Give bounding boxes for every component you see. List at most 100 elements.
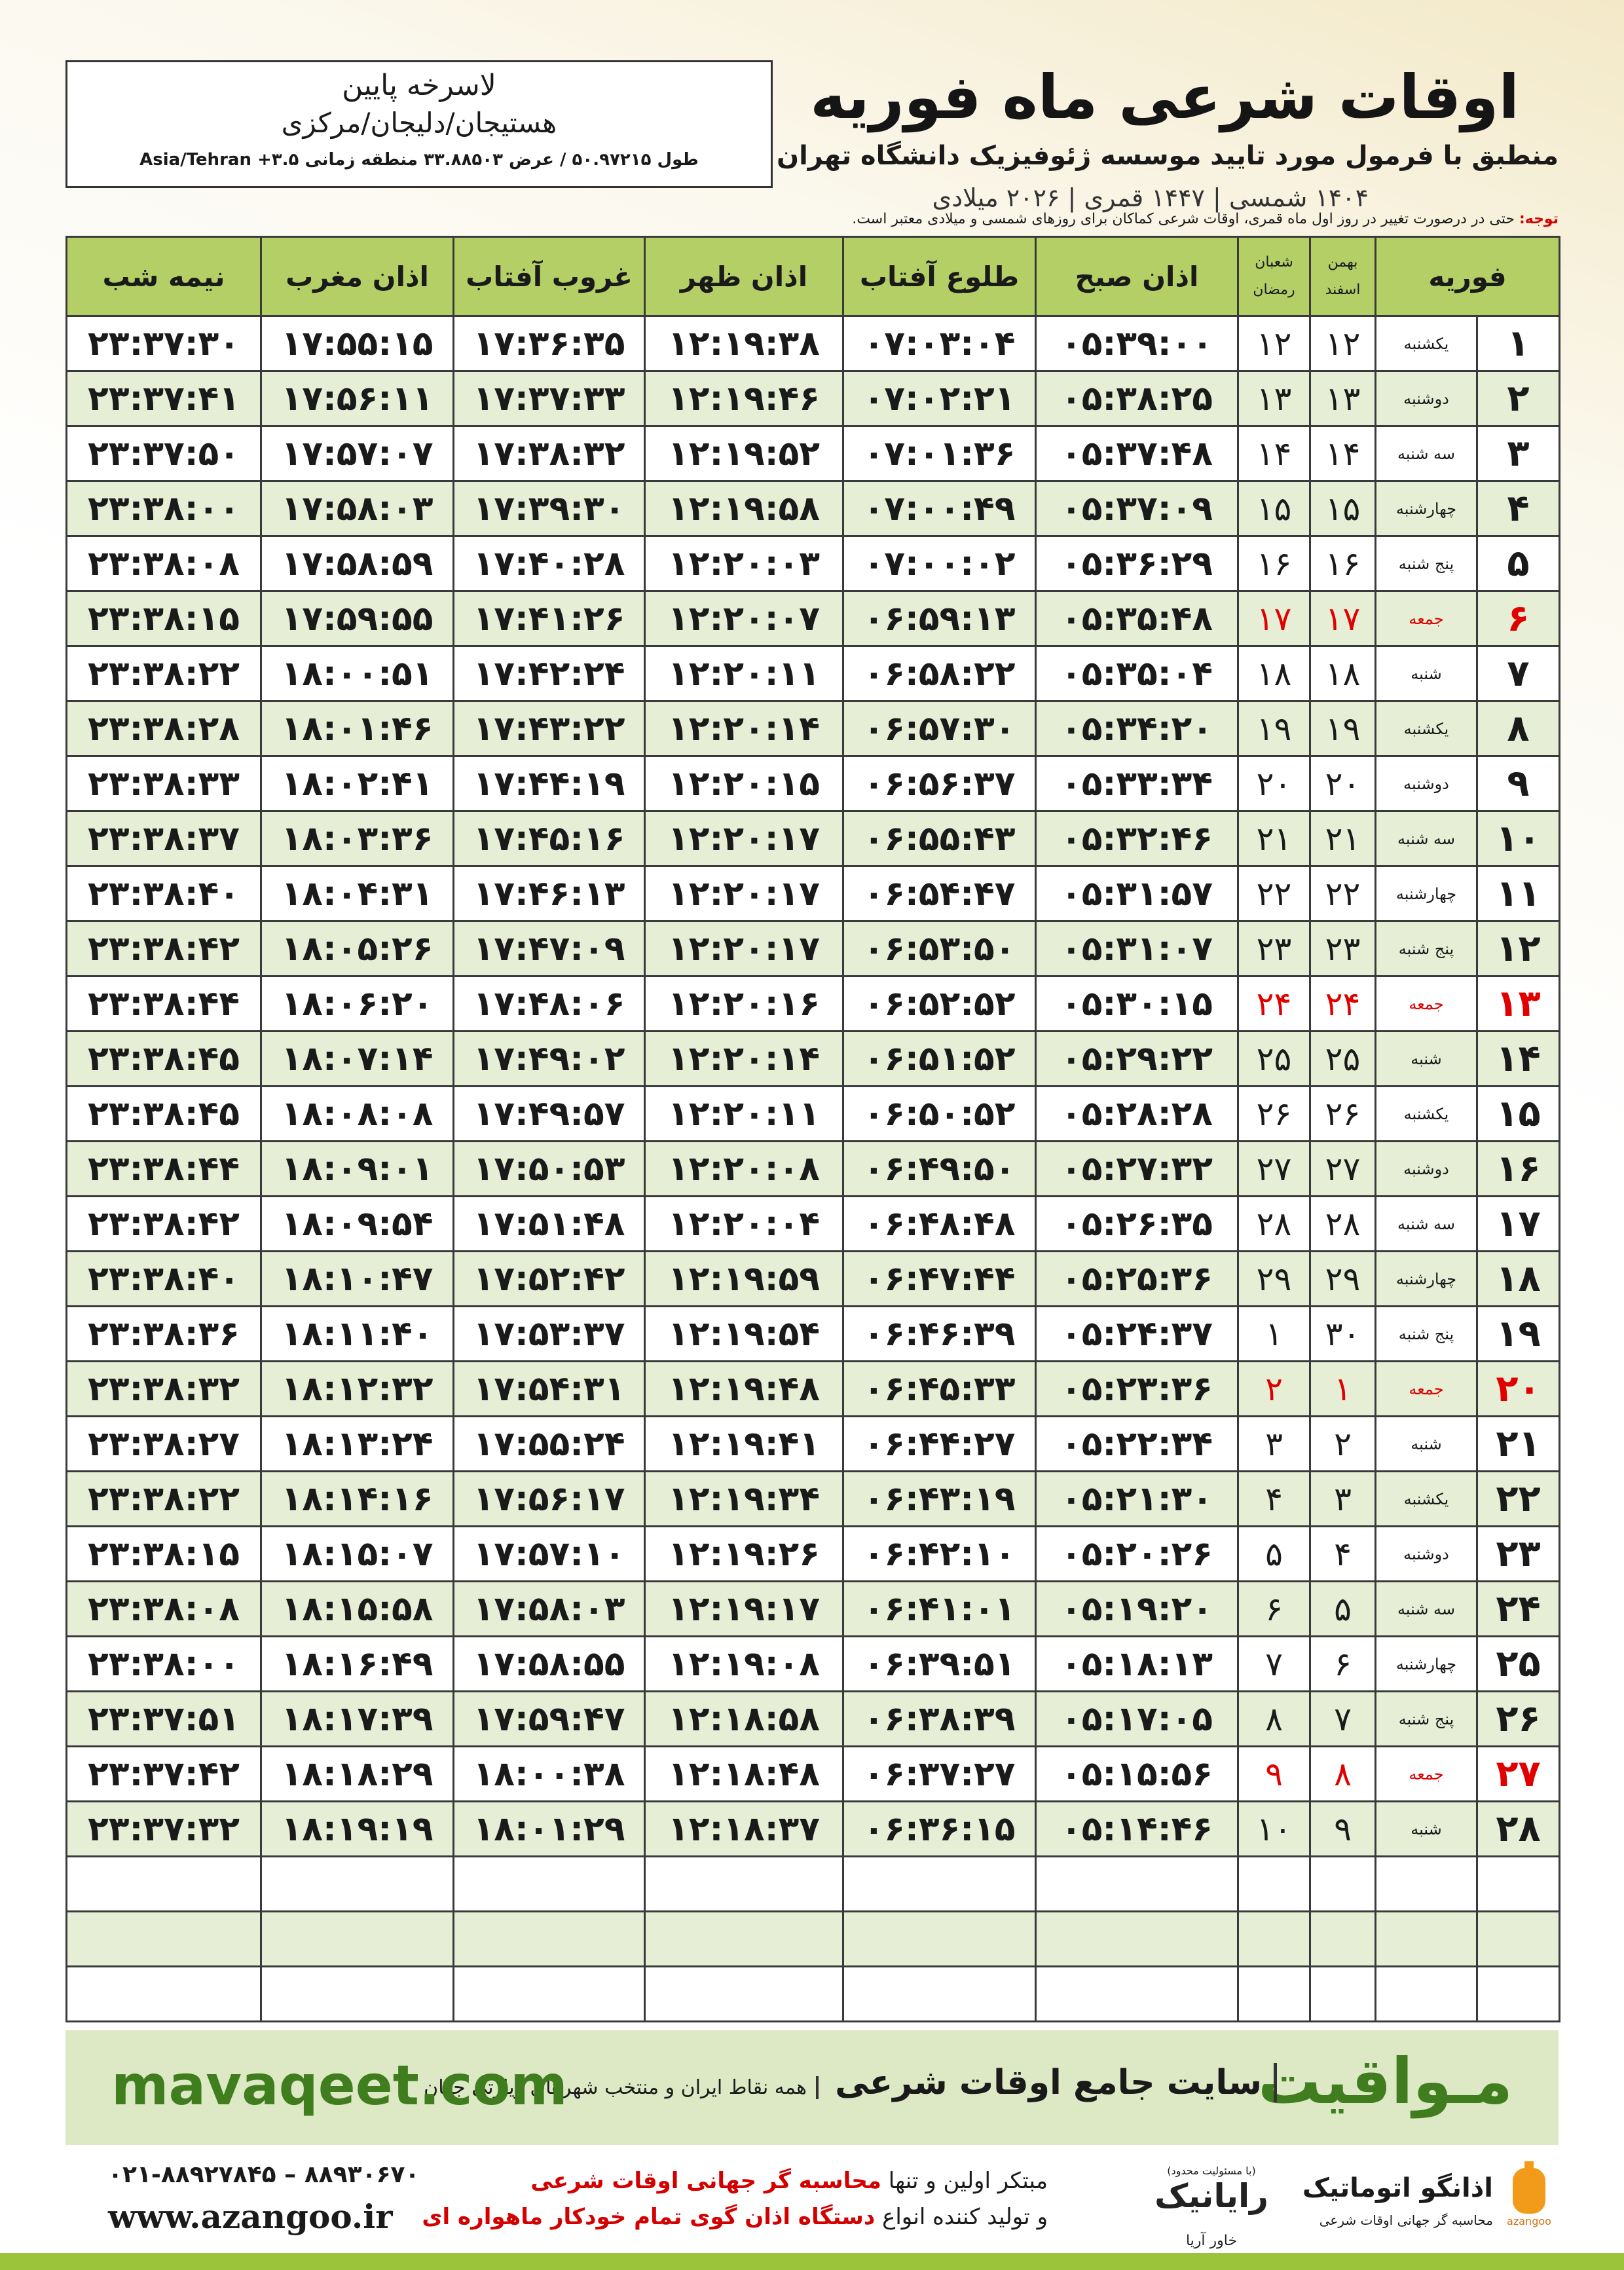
time-cell: ۰۷:۰۰:۴۹ <box>842 480 1037 537</box>
shamsi-day: ۱۳ <box>1309 370 1376 427</box>
shamsi-day: ۲۳ <box>1309 920 1376 977</box>
time-cell: ۱۲:۱۹:۲۶ <box>644 1525 844 1582</box>
time-cell: ۱۷:۵۷:۰۷ <box>260 425 454 482</box>
time-cell: ۰۵:۳۸:۲۵ <box>1035 370 1239 427</box>
time-cell: ۱۷:۳۷:۳۳ <box>452 370 646 427</box>
empty-cell <box>1237 1965 1311 2022</box>
qamari-day: ۱۵ <box>1237 480 1311 537</box>
time-cell: ۲۳:۳۷:۵۰ <box>65 425 262 482</box>
shamsi-day: ۲۱ <box>1309 810 1376 867</box>
time-cell: ۲۳:۳۸:۰۸ <box>65 1580 262 1637</box>
time-cell: ۰۷:۰۱:۳۶ <box>842 425 1037 482</box>
time-cell: ۱۸:۱۹:۱۹ <box>260 1800 454 1857</box>
time-cell: ۰۵:۲۶:۳۵ <box>1035 1195 1239 1252</box>
weekday: پنج شنبه <box>1374 920 1479 977</box>
shamsi-day: ۱۸ <box>1309 645 1376 702</box>
website[interactable]: www.azangoo.ir <box>108 2197 393 2236</box>
weekday: جمعه <box>1374 1360 1479 1417</box>
table-row: ۲۷ جمعه ۸ ۹ ۰۵:۱۵:۵۶ ۰۶:۳۷:۲۷ ۱۲:۱۸:۴۸ ۱۸:۰۰:۳۸… <box>65 1745 1561 1802</box>
table-row: ۱۲ پنج شنبه ۲۳ ۲۳ ۰۵:۳۱:۰۷ ۰۶:۵۳:۵۰ ۱۲:۲۰:۱۷ ۱۷… <box>65 920 1561 977</box>
day-number: ۲۲ <box>1476 1470 1561 1527</box>
empty-cell <box>1374 1910 1479 1967</box>
logo-sub: محاسبه گر جهانی اوقات شرعی <box>1319 2212 1493 2228</box>
time-cell: ۱۸:۱۵:۵۸ <box>260 1580 454 1637</box>
phone: ۰۲۱-۸۸۹۲۷۸۴۵ – ۸۸۹۳۰۶۷۰ <box>108 2161 420 2188</box>
shamsi-day: ۱ <box>1309 1360 1376 1417</box>
time-cell: ۲۳:۳۸:۰۰ <box>65 1635 262 1692</box>
time-cell: ۱۲:۲۰:۱۴ <box>644 700 844 757</box>
shamsi-day: ۲۴ <box>1309 975 1376 1032</box>
weekday: دوشنبه <box>1374 1525 1479 1582</box>
time-cell: ۰۶:۴۶:۳۹ <box>842 1305 1037 1362</box>
time-cell: ۰۶:۳۸:۳۹ <box>842 1690 1037 1747</box>
table-body: ۱ یکشنبه ۱۲ ۱۲ ۰۵:۳۹:۰۰ ۰۷:۰۳:۰۴ ۱۲:۱۹:۳۸ ۱۷:۳۶… <box>65 315 1561 2022</box>
shamsi-day: ۳۰ <box>1309 1305 1376 1362</box>
month-name: بهمن <box>1327 254 1358 271</box>
day-number: ۹ <box>1476 755 1561 812</box>
empty-cell <box>842 1855 1037 1912</box>
logo-name: رایانیک <box>1154 2177 1268 2215</box>
brand: مـواقیت <box>1257 2045 1513 2118</box>
time-cell: ۲۳:۳۸:۰۸ <box>65 535 262 592</box>
shamsi-day: ۹ <box>1309 1800 1376 1857</box>
table-row: ۱۵ یکشنبه ۲۶ ۲۶ ۰۵:۲۸:۲۸ ۰۶:۵۰:۵۲ ۱۲:۲۰:۱۱ ۱۷:۴… <box>65 1085 1561 1142</box>
time-cell: ۱۷:۴۱:۲۶ <box>452 590 646 647</box>
time-cell: ۰۷:۰۰:۰۲ <box>842 535 1037 592</box>
time-cell: ۱۲:۲۰:۰۳ <box>644 535 844 592</box>
empty-cell <box>842 1910 1037 1967</box>
time-cell: ۲۳:۳۸:۴۰ <box>65 865 262 922</box>
time-cell: ۱۲:۱۹:۴۸ <box>644 1360 844 1417</box>
day-number: ۲ <box>1476 370 1561 427</box>
table-row: ۵ پنج شنبه ۱۶ ۱۶ ۰۵:۳۶:۲۹ ۰۷:۰۰:۰۲ ۱۲:۲۰:۰۳ ۱۷:… <box>65 535 1561 592</box>
table-row: ۲۱ شنبه ۲ ۳ ۰۵:۲۲:۳۴ ۰۶:۴۴:۲۷ ۱۲:۱۹:۴۱ ۱۷:۵۵:۲۴… <box>65 1415 1561 1472</box>
time-cell: ۰۶:۵۳:۵۰ <box>842 920 1037 977</box>
logo-latin: azangoo <box>1507 2215 1551 2227</box>
time-cell: ۱۸:۱۶:۴۹ <box>260 1635 454 1692</box>
weekday: شنبه <box>1374 645 1479 702</box>
column-header: بهمن اسفند <box>1309 236 1376 317</box>
weekday: چهارشنبه <box>1374 865 1479 922</box>
time-cell: ۱۲:۲۰:۱۴ <box>644 1030 844 1087</box>
empty-cell <box>1476 1965 1561 2022</box>
day-number: ۸ <box>1476 700 1561 757</box>
qamari-day: ۲۷ <box>1237 1140 1311 1197</box>
time-cell: ۰۶:۴۴:۲۷ <box>842 1415 1037 1472</box>
time-cell: ۱۷:۳۹:۳۰ <box>452 480 646 537</box>
qamari-day: ۹ <box>1237 1745 1311 1802</box>
day-number: ۲۶ <box>1476 1690 1561 1747</box>
time-cell: ۰۶:۴۱:۰۱ <box>842 1580 1037 1637</box>
empty-cell <box>1374 1965 1479 2022</box>
website[interactable]: mavaqeet.com <box>111 2053 568 2117</box>
time-cell: ۰۶:۵۵:۴۳ <box>842 810 1037 867</box>
weekday: چهارشنبه <box>1374 480 1479 537</box>
day-number: ۱۵ <box>1476 1085 1561 1142</box>
time-cell: ۰۵:۲۱:۳۰ <box>1035 1470 1239 1527</box>
qamari-day: ۱۸ <box>1237 645 1311 702</box>
day-number: ۲۵ <box>1476 1635 1561 1692</box>
qamari-day: ۳ <box>1237 1415 1311 1472</box>
empty-cell <box>1476 1910 1561 1967</box>
time-cell: ۱۸:۰۶:۲۰ <box>260 975 454 1032</box>
time-cell: ۲۳:۳۷:۴۱ <box>65 370 262 427</box>
time-cell: ۱۷:۵۶:۱۱ <box>260 370 454 427</box>
table-row: ۲۵ چهارشنبه ۶ ۷ ۰۵:۱۸:۱۳ ۰۶:۳۹:۵۱ ۱۲:۱۹:۰۸ ۱۷:۵… <box>65 1635 1561 1692</box>
table-row: ۲۶ پنج شنبه ۷ ۸ ۰۵:۱۷:۰۵ ۰۶:۳۸:۳۹ ۱۲:۱۸:۵۸ ۱۷:۵… <box>65 1690 1561 1747</box>
weekday: پنج شنبه <box>1374 1305 1479 1362</box>
empty-cell <box>260 1855 454 1912</box>
time-cell: ۰۶:۳۶:۱۵ <box>842 1800 1037 1857</box>
time-cell: ۰۵:۲۷:۳۲ <box>1035 1140 1239 1197</box>
weekday: یکشنبه <box>1374 700 1479 757</box>
time-cell: ۱۷:۵۸:۵۵ <box>452 1635 646 1692</box>
qamari-day: ۲۴ <box>1237 975 1311 1032</box>
weekday: پنج شنبه <box>1374 535 1479 592</box>
time-cell: ۰۶:۳۷:۲۷ <box>842 1745 1037 1802</box>
weekday: یکشنبه <box>1374 1085 1479 1142</box>
table-row: ۱۴ شنبه ۲۵ ۲۵ ۰۵:۲۹:۲۲ ۰۶:۵۱:۵۲ ۱۲:۲۰:۱۴ ۱۷:۴۹:… <box>65 1030 1561 1087</box>
time-cell: ۰۷:۰۳:۰۴ <box>842 315 1037 372</box>
empty-row <box>65 1855 1561 1912</box>
time-cell: ۰۵:۱۵:۵۶ <box>1035 1745 1239 1802</box>
empty-row <box>65 1910 1561 1967</box>
time-cell: ۰۶:۴۸:۴۸ <box>842 1195 1037 1252</box>
shamsi-day: ۱۶ <box>1309 535 1376 592</box>
time-cell: ۲۳:۳۸:۴۴ <box>65 1140 262 1197</box>
